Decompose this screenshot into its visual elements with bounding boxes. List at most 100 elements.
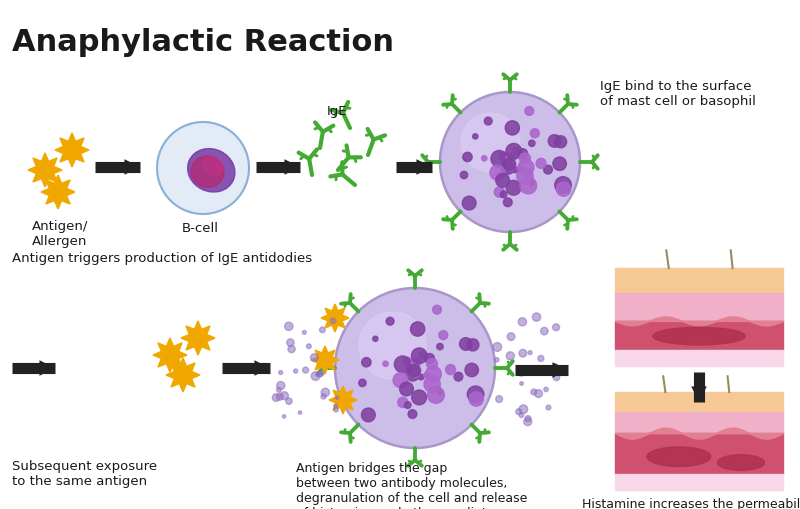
Circle shape — [502, 154, 514, 166]
Circle shape — [383, 361, 388, 366]
Circle shape — [554, 136, 566, 148]
Circle shape — [424, 376, 440, 392]
Polygon shape — [28, 153, 62, 187]
Circle shape — [490, 165, 505, 180]
Circle shape — [319, 327, 326, 333]
Circle shape — [411, 358, 420, 367]
Text: IgE bind to the surface
of mast cell or basophil: IgE bind to the surface of mast cell or … — [600, 80, 756, 108]
Circle shape — [454, 372, 463, 381]
Circle shape — [496, 395, 502, 403]
Circle shape — [408, 410, 417, 418]
Circle shape — [400, 382, 414, 396]
Circle shape — [513, 147, 520, 154]
Circle shape — [519, 153, 530, 164]
Circle shape — [277, 381, 285, 389]
Circle shape — [294, 369, 298, 373]
Circle shape — [506, 153, 515, 162]
Circle shape — [517, 168, 533, 184]
Circle shape — [285, 322, 293, 330]
Circle shape — [286, 398, 292, 404]
Text: IgE: IgE — [326, 105, 347, 118]
Circle shape — [406, 368, 419, 381]
Circle shape — [541, 327, 548, 335]
Circle shape — [469, 392, 483, 406]
Circle shape — [418, 374, 424, 380]
Circle shape — [330, 318, 336, 324]
Circle shape — [506, 352, 514, 360]
Text: B-cell: B-cell — [182, 222, 218, 235]
FancyBboxPatch shape — [615, 433, 783, 474]
Circle shape — [437, 344, 443, 350]
Circle shape — [518, 165, 523, 171]
Circle shape — [170, 137, 210, 178]
Circle shape — [473, 134, 478, 139]
Circle shape — [418, 352, 426, 359]
Circle shape — [166, 134, 214, 182]
Circle shape — [403, 357, 412, 366]
Circle shape — [406, 360, 418, 373]
Ellipse shape — [647, 447, 710, 466]
Circle shape — [466, 339, 479, 351]
Circle shape — [530, 129, 539, 138]
Polygon shape — [181, 321, 215, 355]
Text: Antigen/
Allergen: Antigen/ Allergen — [32, 220, 88, 248]
Circle shape — [272, 394, 280, 402]
Circle shape — [177, 145, 204, 172]
Circle shape — [525, 106, 534, 116]
Circle shape — [507, 333, 515, 341]
Circle shape — [404, 402, 411, 408]
Circle shape — [528, 351, 532, 355]
Circle shape — [525, 415, 531, 421]
Circle shape — [518, 159, 534, 175]
Polygon shape — [166, 358, 200, 392]
Polygon shape — [153, 338, 187, 372]
Ellipse shape — [188, 149, 235, 192]
Circle shape — [175, 143, 206, 173]
Circle shape — [538, 355, 544, 361]
Circle shape — [546, 405, 551, 410]
Circle shape — [171, 139, 209, 177]
Circle shape — [463, 152, 472, 162]
Circle shape — [362, 357, 371, 367]
Circle shape — [518, 149, 528, 159]
Circle shape — [553, 324, 559, 331]
Circle shape — [334, 407, 338, 412]
Circle shape — [412, 390, 426, 405]
Text: Subsequent exposure
to the same antigen: Subsequent exposure to the same antigen — [12, 460, 157, 488]
Circle shape — [503, 198, 512, 207]
Circle shape — [394, 356, 411, 373]
Circle shape — [494, 187, 505, 197]
Circle shape — [277, 387, 282, 392]
Circle shape — [513, 167, 518, 173]
Circle shape — [288, 346, 295, 353]
Circle shape — [491, 151, 507, 167]
Circle shape — [462, 196, 476, 210]
Circle shape — [499, 152, 508, 161]
Circle shape — [516, 409, 522, 415]
Circle shape — [393, 373, 408, 388]
Circle shape — [544, 165, 552, 174]
Circle shape — [359, 312, 426, 379]
Circle shape — [493, 343, 502, 351]
Circle shape — [518, 318, 526, 326]
Circle shape — [411, 369, 420, 378]
FancyBboxPatch shape — [615, 350, 783, 366]
Circle shape — [425, 354, 434, 363]
Ellipse shape — [718, 455, 765, 470]
Circle shape — [410, 322, 425, 336]
Circle shape — [335, 288, 495, 448]
Circle shape — [505, 121, 519, 135]
Circle shape — [165, 132, 215, 183]
Circle shape — [484, 117, 492, 125]
Circle shape — [519, 413, 524, 417]
Circle shape — [302, 330, 306, 334]
Circle shape — [544, 387, 548, 391]
Circle shape — [286, 339, 294, 346]
Circle shape — [548, 135, 561, 147]
Polygon shape — [55, 133, 89, 167]
Circle shape — [426, 366, 442, 382]
FancyBboxPatch shape — [615, 392, 783, 412]
Circle shape — [500, 191, 507, 198]
Circle shape — [529, 180, 534, 186]
Circle shape — [482, 156, 487, 161]
